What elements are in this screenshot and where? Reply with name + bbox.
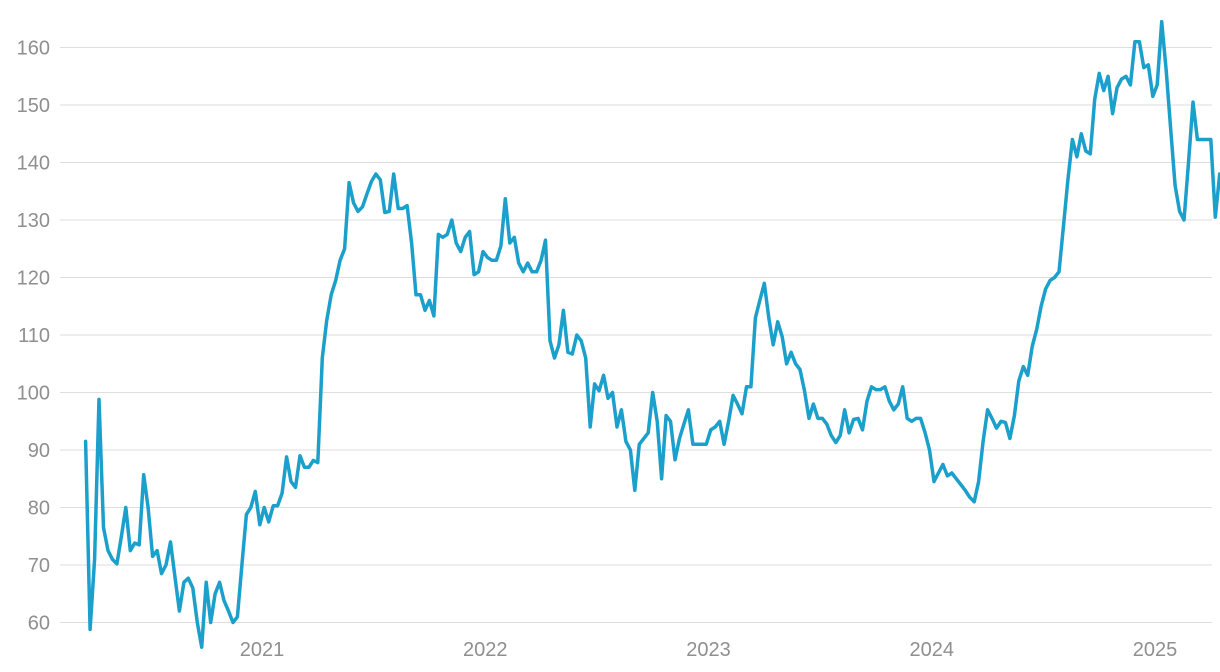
y-axis-tick-labels: 60 70 80 90 100 110 120 130 140 150 160 — [17, 38, 50, 635]
y-tick-label: 80 — [28, 498, 50, 520]
y-tick-label: 110 — [18, 325, 50, 347]
y-tick-label: 60 — [28, 613, 50, 635]
x-tick-label: 2023 — [686, 639, 731, 661]
y-tick-label: 70 — [28, 555, 50, 577]
y-tick-label: 160 — [17, 38, 50, 60]
y-tick-label: 130 — [17, 210, 50, 232]
y-tick-label: 150 — [17, 95, 50, 117]
series-line — [83, 19, 1220, 649]
x-tick-label: 2025 — [1133, 639, 1178, 661]
y-tick-label: 90 — [28, 440, 50, 462]
x-axis-tick-labels: 2021 2022 2023 2024 2025 — [240, 639, 1178, 661]
x-tick-label: 2022 — [463, 639, 508, 661]
x-tick-label: 2024 — [910, 639, 955, 661]
grid-lines — [60, 47, 1212, 623]
y-tick-label: 100 — [17, 383, 50, 405]
y-tick-label: 140 — [17, 153, 50, 175]
x-tick-label: 2021 — [240, 639, 285, 661]
y-tick-label: 120 — [17, 268, 50, 290]
